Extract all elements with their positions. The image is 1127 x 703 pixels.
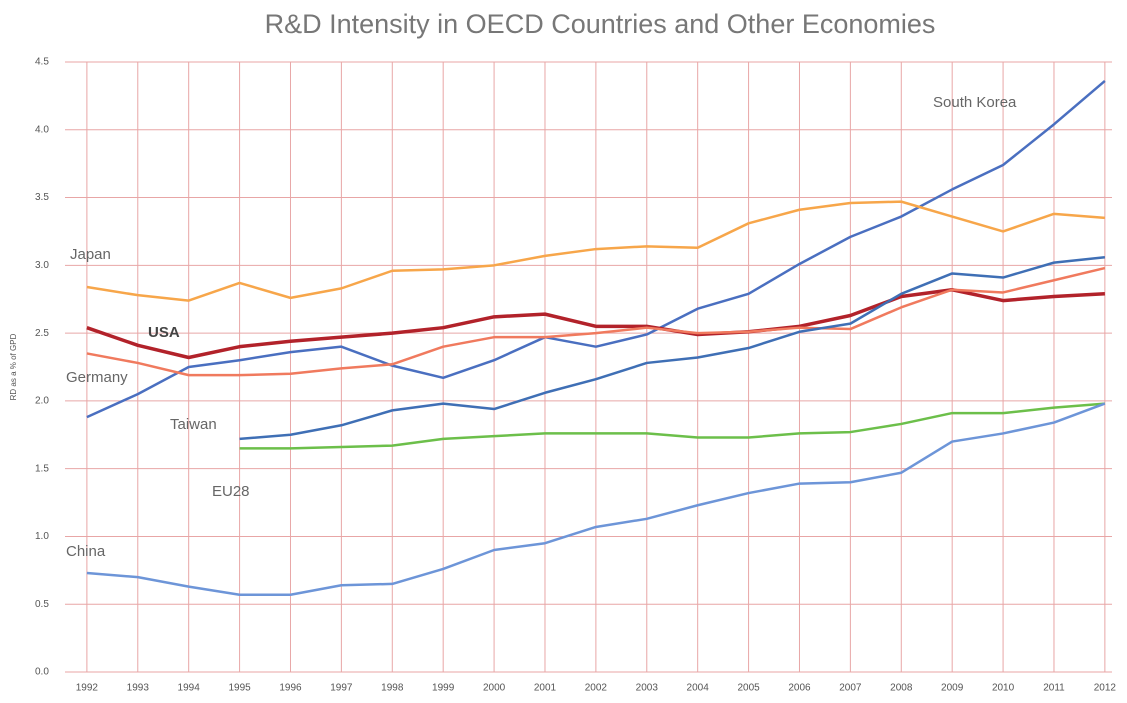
series-line xyxy=(86,266,1106,377)
y-tick-label: 2.5 xyxy=(35,328,49,339)
series-label: Taiwan xyxy=(170,416,217,433)
series-line xyxy=(86,80,1106,419)
y-tick-label: 0.0 xyxy=(35,667,49,678)
x-tick-label: 1997 xyxy=(330,683,353,694)
x-tick-label: 2010 xyxy=(992,683,1015,694)
x-tick-label: 2006 xyxy=(788,683,811,694)
series-label: Germany xyxy=(66,369,128,386)
series-label: South Korea xyxy=(933,94,1017,111)
x-tick-label: 1996 xyxy=(279,683,302,694)
series-line xyxy=(86,200,1105,302)
x-tick-label: 2003 xyxy=(636,683,659,694)
y-tick-label: 4.5 xyxy=(35,57,49,68)
chart-title: R&D Intensity in OECD Countries and Othe… xyxy=(265,9,936,39)
x-tick-label: 2005 xyxy=(737,683,760,694)
x-tick-label: 1999 xyxy=(432,683,455,694)
y-tick-label: 2.0 xyxy=(35,396,49,407)
series-line xyxy=(239,255,1106,441)
x-tick-label: 1998 xyxy=(381,683,404,694)
y-tick-label: 3.0 xyxy=(35,260,49,271)
series-label: USA xyxy=(148,324,180,341)
x-tick-label: 1992 xyxy=(76,683,99,694)
y-tick-label: 3.5 xyxy=(35,192,49,203)
series-line xyxy=(239,402,1105,450)
series-line xyxy=(86,287,1105,360)
y-tick-label: 4.0 xyxy=(35,124,49,135)
x-tick-label: 2001 xyxy=(534,683,557,694)
x-tick-label: 1994 xyxy=(178,683,201,694)
x-tick-label: 2012 xyxy=(1094,683,1117,694)
y-tick-label: 1.5 xyxy=(35,463,49,474)
x-tick-label: 2000 xyxy=(483,683,506,694)
x-tick-label: 2002 xyxy=(585,683,608,694)
y-axis-label: RD as a % of GPD xyxy=(9,333,18,400)
series-label: EU28 xyxy=(212,483,250,500)
series-label: China xyxy=(66,543,106,560)
x-tick-label: 1993 xyxy=(127,683,150,694)
x-tick-label: 1995 xyxy=(228,683,251,694)
y-tick-label: 0.5 xyxy=(35,599,49,610)
y-tick-label: 1.0 xyxy=(35,531,49,542)
series-label: Japan xyxy=(70,246,111,263)
x-tick-label: 2008 xyxy=(890,683,913,694)
x-tick-label: 2004 xyxy=(687,683,710,694)
x-tick-label: 2009 xyxy=(941,683,964,694)
series-line xyxy=(86,402,1106,596)
x-tick-label: 2011 xyxy=(1043,683,1065,694)
x-tick-label: 2007 xyxy=(839,683,862,694)
